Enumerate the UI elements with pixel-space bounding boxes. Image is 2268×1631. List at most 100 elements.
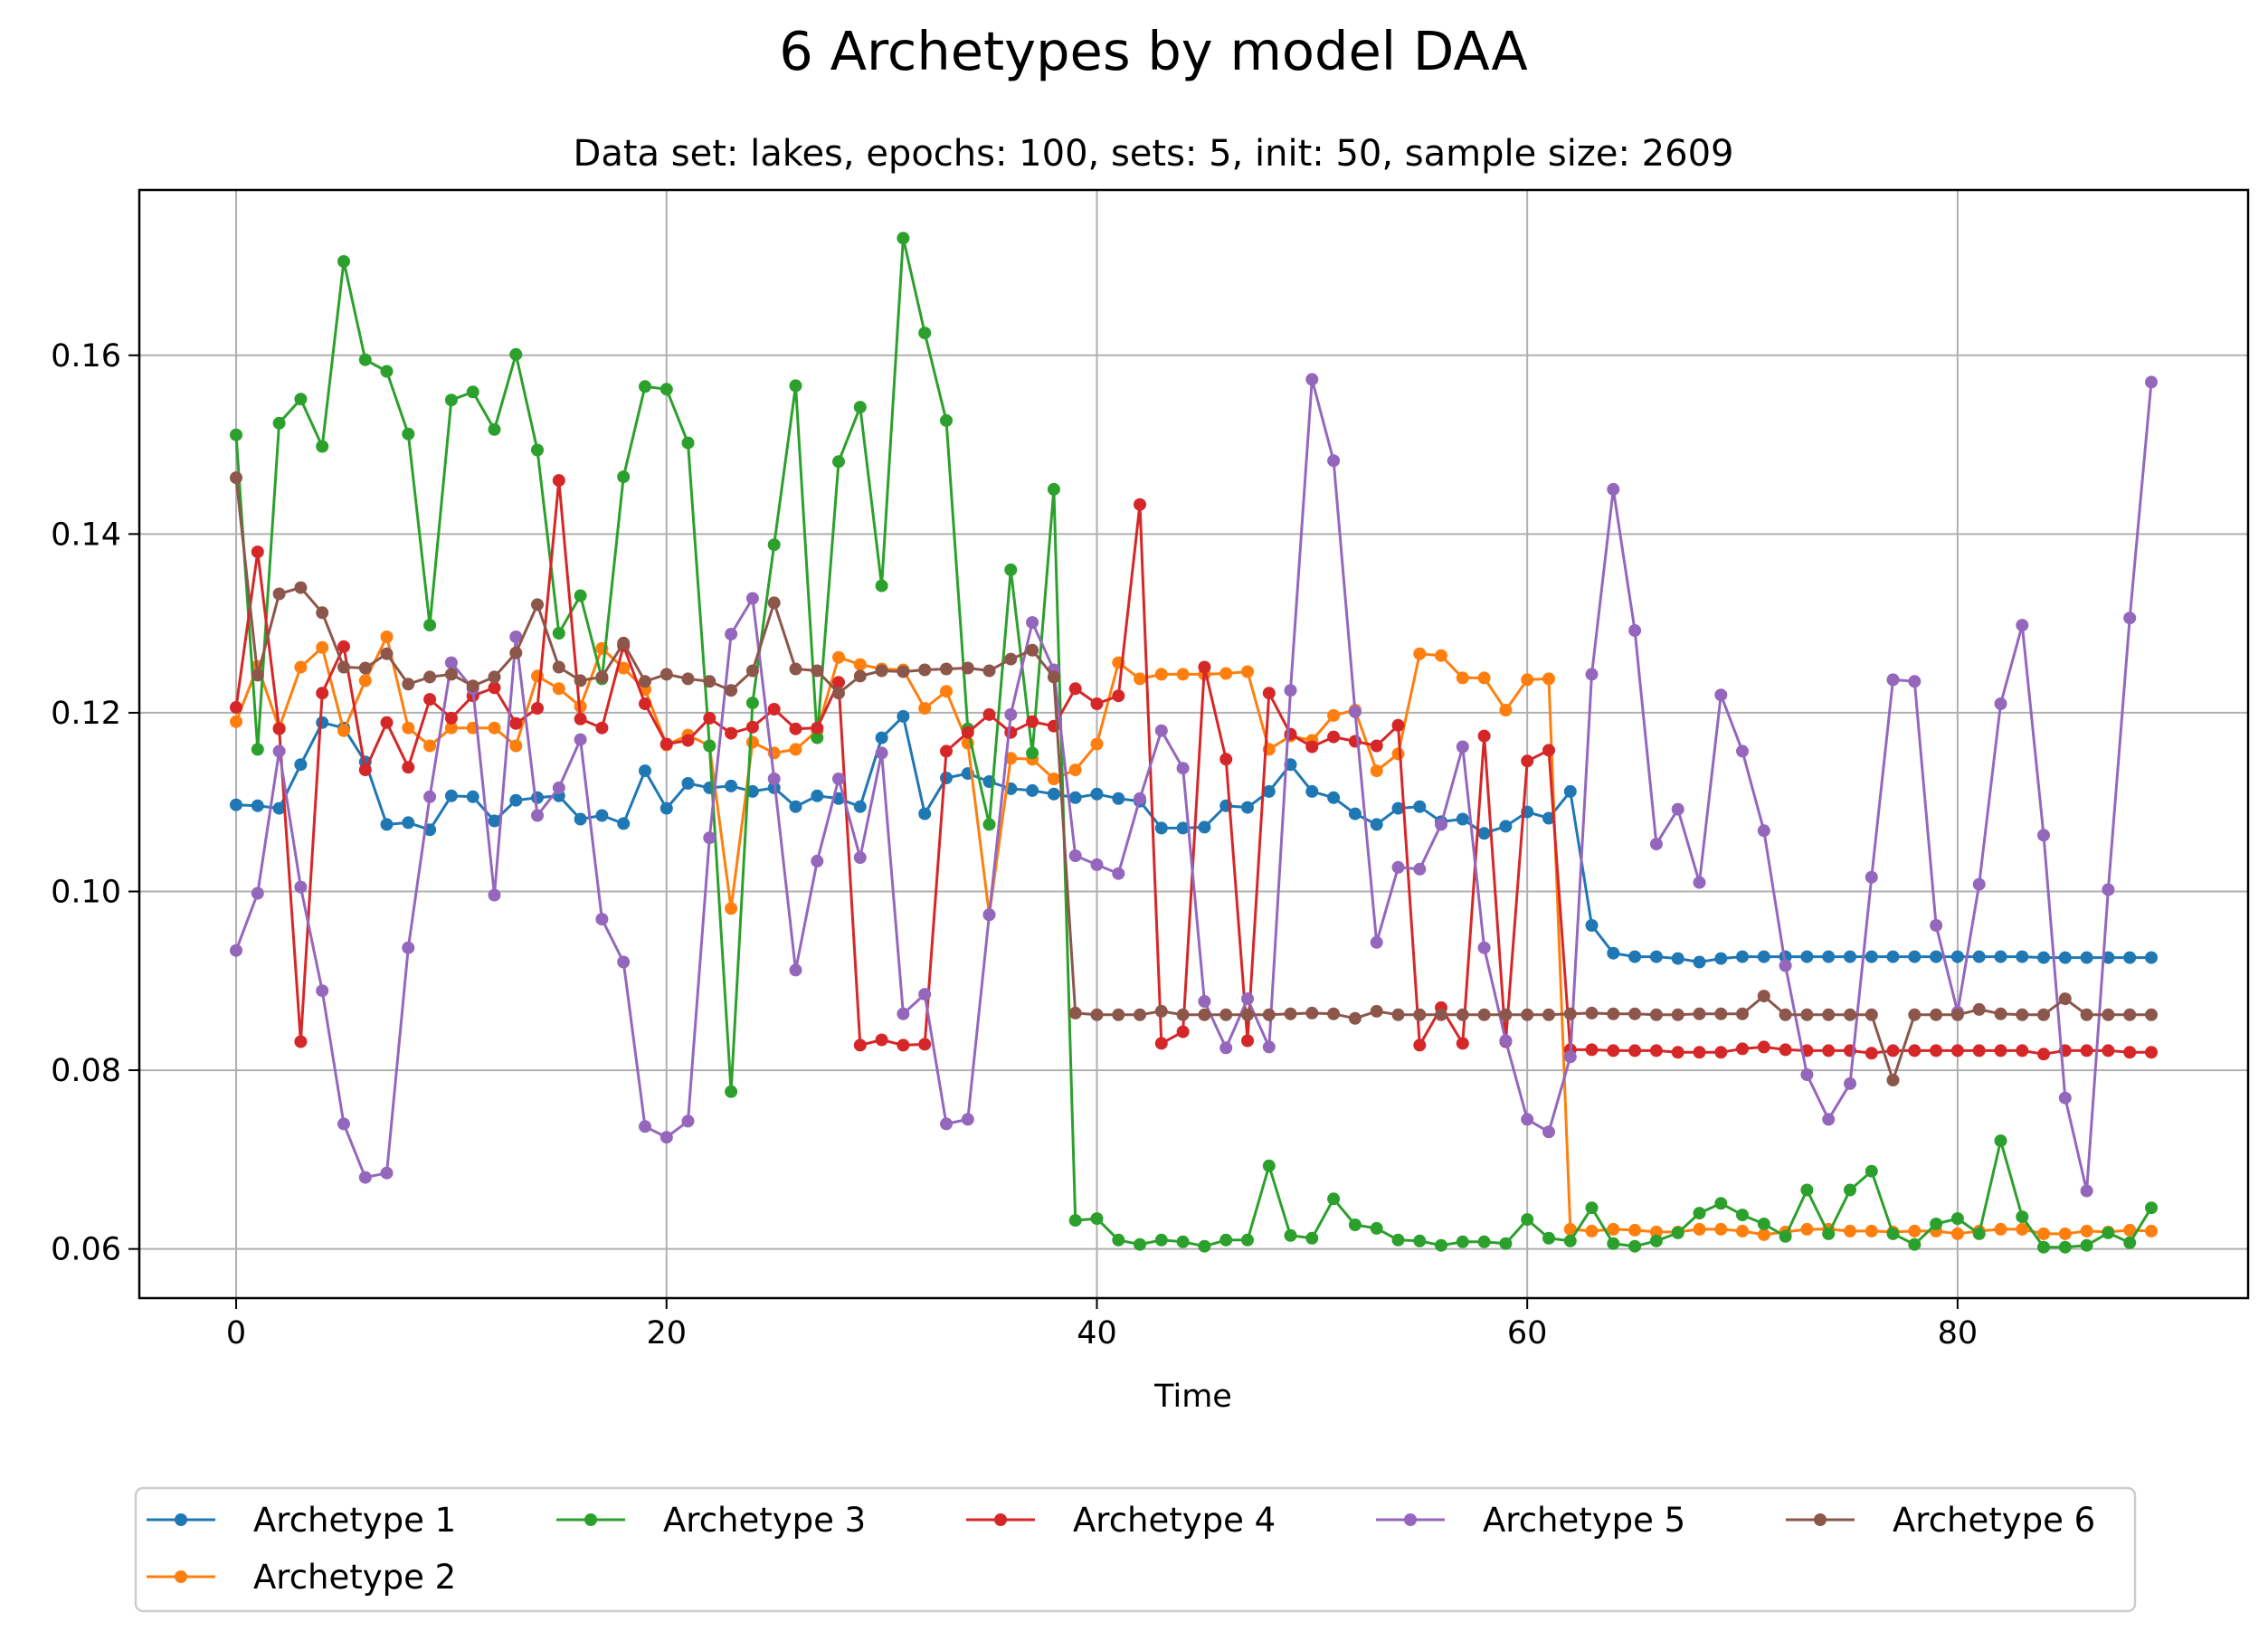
data-point: [1370, 1004, 1383, 1018]
y-tick-label: 0.14: [51, 517, 121, 553]
data-point: [1305, 1231, 1319, 1245]
data-point: [1435, 649, 1447, 662]
data-point: [639, 380, 651, 394]
data-point: [1521, 754, 1534, 768]
data-point: [1714, 1197, 1728, 1210]
data-point: [1305, 1006, 1319, 1019]
data-point: [1779, 1008, 1792, 1021]
data-point: [2145, 1008, 2158, 1021]
data-point: [337, 724, 350, 737]
data-point: [725, 779, 738, 792]
data-point: [552, 682, 565, 696]
data-point: [1607, 1222, 1620, 1236]
data-point: [940, 744, 953, 758]
data-point: [552, 660, 565, 674]
data-point: [982, 664, 996, 678]
data-point: [1886, 1074, 1900, 1086]
data-point: [1950, 1212, 1964, 1226]
data-point: [1930, 1044, 1943, 1057]
data-point: [1284, 1228, 1297, 1242]
data-point: [1563, 1234, 1577, 1247]
data-point: [1176, 821, 1190, 835]
data-point: [1456, 812, 1469, 826]
data-point: [1585, 1224, 1599, 1237]
data-point: [1930, 919, 1943, 932]
data-point: [2145, 1046, 2158, 1059]
data-point: [1521, 1113, 1534, 1126]
data-point: [853, 851, 867, 864]
series-line: [234, 236, 2153, 1249]
data-point: [1348, 1011, 1362, 1025]
data-point: [1262, 687, 1276, 700]
data-point: [811, 721, 824, 735]
data-point: [380, 716, 394, 729]
data-point: [745, 735, 759, 749]
data-point: [767, 773, 781, 785]
data-point: [230, 428, 242, 441]
data-point: [1607, 482, 1620, 496]
data-point: [1649, 1225, 1663, 1238]
data-point: [1348, 807, 1362, 820]
data-point: [1844, 1076, 1856, 1090]
data-point: [1112, 689, 1125, 703]
legend-swatch-marker: [175, 1513, 187, 1526]
data-point: [1198, 1008, 1211, 1021]
data-point: [1607, 1237, 1620, 1250]
data-point: [574, 733, 587, 746]
data-point: [1327, 708, 1341, 722]
data-point: [595, 913, 609, 926]
y-axis-ticks: 0.06 0.08 0.10 0.12 0.14 0.16: [51, 338, 139, 1268]
data-point: [1348, 705, 1362, 718]
data-point: [1413, 862, 1427, 876]
data-point: [853, 669, 867, 683]
data-point: [2145, 1201, 2158, 1215]
data-point: [1714, 688, 1728, 702]
data-point: [1757, 1040, 1770, 1054]
data-point: [2058, 1091, 2072, 1105]
data-point: [358, 661, 372, 675]
data-point: [444, 711, 458, 725]
series-archetype-1: [230, 709, 2158, 969]
data-point: [1800, 1222, 1814, 1236]
data-point: [1327, 1192, 1341, 1206]
data-point: [1563, 1007, 1577, 1020]
data-point: [940, 772, 953, 784]
x-tick-label: 80: [1938, 1315, 1979, 1351]
data-point: [1112, 1008, 1125, 1021]
data-point: [230, 715, 242, 728]
data-point: [402, 721, 415, 735]
data-point: [1693, 955, 1706, 969]
data-point: [1930, 1008, 1943, 1021]
data-point: [1391, 860, 1405, 874]
data-point: [2037, 829, 2050, 842]
data-point: [767, 538, 781, 552]
data-point: [1047, 787, 1060, 801]
data-point: [1822, 1113, 1836, 1126]
data-point: [918, 327, 932, 340]
data-point: [1456, 740, 1469, 754]
data-point: [316, 440, 329, 453]
data-point: [488, 721, 501, 735]
data-point: [725, 726, 738, 740]
data-point: [832, 773, 845, 785]
legend-label: Archetype 2: [253, 1558, 456, 1597]
data-point: [1779, 1229, 1792, 1243]
data-point: [251, 545, 264, 559]
data-point: [423, 619, 437, 632]
data-point: [681, 777, 695, 790]
data-point: [1649, 1044, 1663, 1057]
data-point: [316, 606, 329, 620]
data-point: [1327, 1007, 1341, 1020]
data-point: [1134, 1008, 1146, 1021]
data-point: [1757, 1218, 1770, 1230]
data-point: [1026, 715, 1039, 728]
data-point: [1607, 1044, 1620, 1057]
data-point: [1865, 1008, 1878, 1021]
data-point: [444, 656, 458, 669]
data-point: [1628, 624, 1642, 637]
data-point: [745, 784, 759, 798]
y-tick-label: 0.06: [51, 1232, 121, 1268]
data-point: [1736, 950, 1749, 963]
data-point: [875, 1033, 888, 1047]
data-point: [595, 670, 609, 684]
